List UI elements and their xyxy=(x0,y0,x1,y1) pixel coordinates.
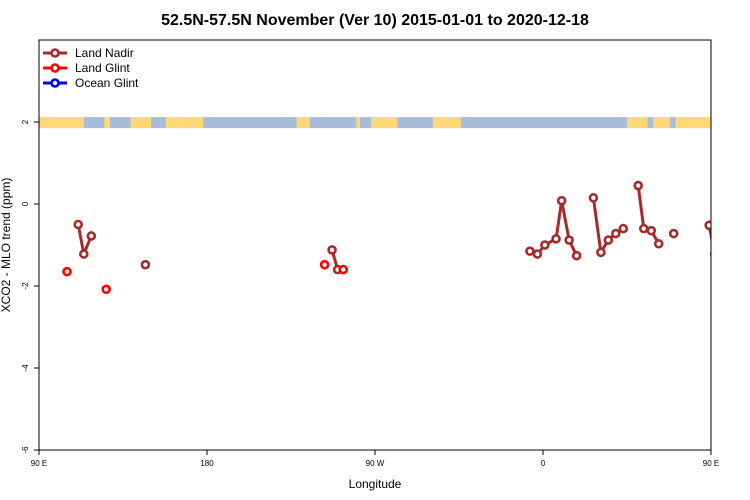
land-span xyxy=(39,117,84,129)
data-point xyxy=(556,195,567,206)
y-tick-label: -6 xyxy=(21,446,30,454)
y-tick-label: 0 xyxy=(21,201,30,206)
legend-marker xyxy=(50,48,60,58)
data-point xyxy=(338,264,349,275)
data-point xyxy=(525,246,535,256)
land-span xyxy=(165,117,204,129)
x-tick-label: 90 W xyxy=(366,459,385,468)
data-point xyxy=(618,223,629,234)
data-point xyxy=(704,220,711,231)
data-point xyxy=(668,228,679,239)
x-tick-label: 0 xyxy=(541,459,546,468)
y-tick-label: -2 xyxy=(21,282,30,290)
data-point xyxy=(532,249,543,259)
legend-marker xyxy=(50,63,60,73)
y-tick-label: 2 xyxy=(21,119,30,124)
data-point xyxy=(62,266,72,277)
legend-label: Land Nadir xyxy=(75,46,134,60)
y-axis-label: XCO2 - MLO trend (ppm) xyxy=(0,178,13,313)
land-span xyxy=(371,117,398,129)
land-span xyxy=(356,117,361,129)
data-point xyxy=(551,234,561,244)
data-point xyxy=(101,284,111,295)
data-point xyxy=(564,235,574,245)
data-point xyxy=(327,245,337,255)
series-line xyxy=(529,199,578,257)
data-point xyxy=(79,249,89,259)
x-axis: 90 E 180 90 W 0 90 E xyxy=(31,450,719,468)
data-point xyxy=(571,250,582,261)
legend-label: Ocean Glint xyxy=(75,76,139,90)
legend-marker xyxy=(50,78,60,88)
legend-item: Land Nadir xyxy=(43,46,134,60)
legend-label: Land Glint xyxy=(75,61,130,75)
data-point xyxy=(646,225,657,236)
data-point xyxy=(86,231,97,241)
data-point xyxy=(638,223,649,234)
data-point xyxy=(319,259,330,270)
strip-band xyxy=(39,117,750,129)
series-layer xyxy=(62,180,741,295)
x-tick-label: 90 E xyxy=(31,459,47,468)
data-point xyxy=(588,193,599,203)
data-point xyxy=(653,238,664,249)
data-point xyxy=(734,268,741,275)
land-span xyxy=(130,117,151,129)
land-span xyxy=(432,117,461,129)
data-point xyxy=(596,247,606,258)
land-span xyxy=(675,117,711,129)
land-span xyxy=(104,117,110,129)
x-tick-label: 90 E xyxy=(703,459,719,468)
data-point xyxy=(633,180,644,191)
series-1 xyxy=(62,259,741,295)
data-point xyxy=(140,259,151,270)
land-span xyxy=(745,117,750,128)
data-point xyxy=(540,240,550,250)
chart-title: 52.5N-57.5N November (Ver 10) 2015-01-01… xyxy=(161,12,589,29)
series-line xyxy=(636,185,661,245)
data-point xyxy=(73,219,83,230)
data-point xyxy=(719,232,726,239)
land-span xyxy=(627,117,648,129)
legend-item: Land Glint xyxy=(43,61,130,75)
land-ocean-strip xyxy=(39,117,750,129)
legend-item: Ocean Glint xyxy=(43,76,139,90)
y-tick-label: -4 xyxy=(21,364,30,372)
data-point xyxy=(709,251,711,258)
data-point xyxy=(603,235,614,245)
land-span xyxy=(296,117,310,129)
x-tick-label: 180 xyxy=(200,459,214,468)
data-point xyxy=(610,228,621,239)
series-0 xyxy=(73,180,726,275)
plot-frame xyxy=(38,39,712,451)
x-axis-label: Longitude xyxy=(349,477,402,491)
land-span xyxy=(653,117,670,129)
y-axis: -6 -4 -2 0 2 xyxy=(21,119,39,454)
